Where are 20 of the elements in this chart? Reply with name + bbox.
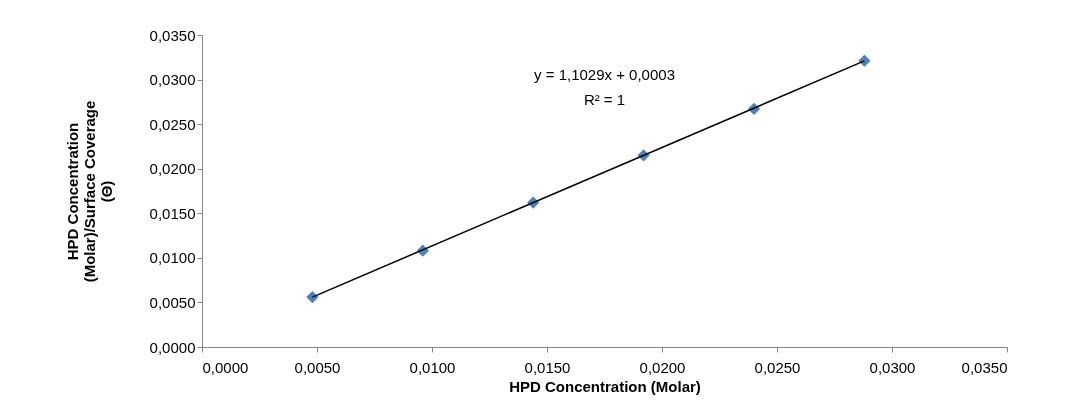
x-tick-label: 0,0200 [639, 358, 686, 376]
y-tick-label: 0,0250 [149, 115, 196, 133]
x-axis-title: HPD Concentration (Molar) [509, 377, 701, 395]
x-tick-label: 0,0300 [869, 358, 916, 376]
x-tick-label: 0,0100 [409, 358, 456, 376]
y-tick-label: 0,0150 [149, 204, 196, 222]
x-tick-label: 0,0000 [202, 358, 249, 376]
x-tick-label: 0,0150 [524, 358, 571, 376]
x-tick-label: 0,0350 [961, 358, 1008, 376]
y-tick-label: 0,0000 [149, 338, 196, 356]
annotation: y = 1,1029x + 0,0003 [534, 66, 675, 83]
x-tick-label: 0,0250 [754, 358, 801, 376]
y-tick-label: 0,0300 [149, 71, 196, 89]
y-tick-label: 0,0100 [149, 249, 196, 267]
y-tick-label: 0,0350 [149, 26, 196, 44]
y-tick-label: 0,0050 [149, 293, 196, 311]
y-tick-label: 0,0200 [149, 160, 196, 178]
x-tick-label: 0,0050 [294, 358, 341, 376]
annotation: R² = 1 [583, 91, 626, 108]
y-axis-title: HPD Concentration (Molar)/Surface Coverage (Θ) [63, 100, 115, 283]
